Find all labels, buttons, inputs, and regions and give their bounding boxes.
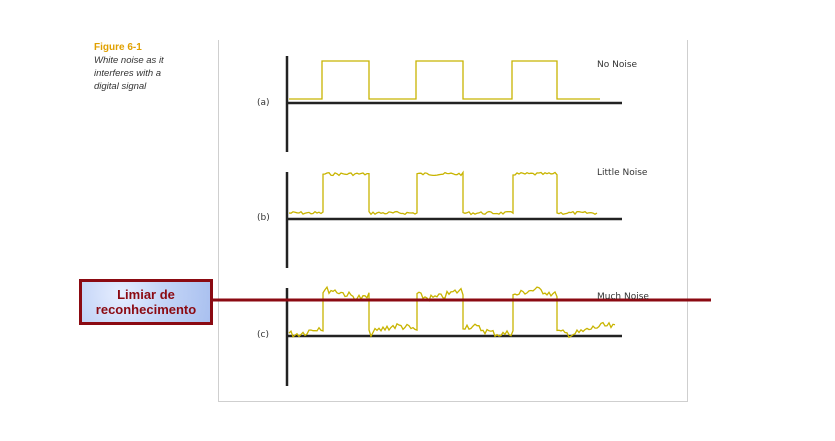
threshold-callout: Limiar de reconhecimento (79, 279, 213, 325)
panel-label-b: (b) (257, 213, 270, 223)
caption-title: Figure 6-1 (94, 42, 142, 53)
signal-trace-b (288, 170, 598, 216)
noise-label-none: No Noise (597, 60, 638, 70)
signal-trace-a (289, 60, 600, 100)
panel-label-c: (c) (257, 330, 269, 340)
noise-label-little: Little Noise (597, 168, 648, 178)
figure-caption: Figure 6-1 White noise as it interferes … (94, 42, 214, 93)
figure-frame (218, 40, 688, 402)
axes (285, 56, 622, 386)
signal-trace-c (288, 285, 616, 339)
noise-label-much: Much Noise (597, 292, 649, 302)
panel-label-a: (a) (257, 98, 270, 108)
caption-text: White noise as it interferes with a digi… (94, 55, 164, 92)
threshold-label: Limiar de reconhecimento (95, 287, 197, 317)
